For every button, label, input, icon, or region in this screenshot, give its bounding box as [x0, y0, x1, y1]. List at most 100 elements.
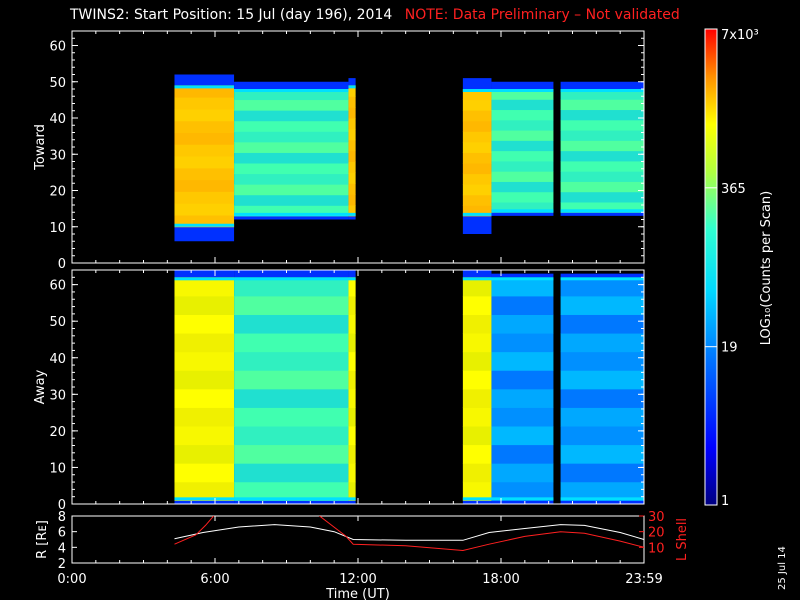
segment-cell [560, 99, 644, 111]
y-axis-label: Away [33, 369, 48, 404]
segment-cell [491, 388, 554, 408]
segment-cell [234, 370, 349, 390]
segment-cell [174, 97, 235, 110]
segment-cell [234, 314, 349, 334]
segment-cell [348, 161, 356, 173]
y-tick-label: 20 [49, 425, 66, 440]
segment-cell [174, 481, 235, 501]
date-stamp: 25 Jul 14 [777, 546, 788, 590]
x-tick-label: 0:00 [57, 572, 86, 587]
segment-cell [234, 89, 349, 101]
segment-cell [174, 444, 235, 464]
segment-cell [462, 295, 492, 315]
segment-cell [491, 463, 554, 483]
y2-axis-label: L Shell [675, 518, 690, 561]
colorbar: 1 19 365 7x10³ LOG₁₀(Counts per Scan) [704, 28, 774, 509]
segment-cell [560, 370, 644, 390]
y-tick-label: 60 [49, 279, 66, 294]
segment-cell [462, 463, 492, 483]
segment-cell [462, 120, 492, 132]
segment-cell [560, 191, 644, 203]
segment-cell [462, 314, 492, 334]
toward-panel: 0 10 20 30 40 50 60 Toward [33, 30, 645, 272]
segment-edge-top [491, 81, 554, 89]
segment-cell [560, 426, 644, 446]
segment-cell [491, 130, 554, 141]
segment-cell [348, 150, 356, 162]
segment-cell [491, 277, 554, 297]
segment-band-bottom [462, 212, 492, 216]
segment-cell [491, 89, 554, 100]
colorbar-tick-label: 7x10³ [721, 28, 759, 43]
segment-cell [560, 160, 644, 172]
x-tick-label: 6:00 [200, 572, 229, 587]
segment-cell [174, 426, 235, 446]
segment-cell [491, 150, 554, 162]
segment-cell [348, 107, 356, 119]
segment-cell [234, 131, 349, 143]
segment-cell [348, 205, 356, 217]
segment-cell [560, 109, 644, 121]
segment-edge-bottom [560, 212, 644, 216]
segment-cell [462, 277, 492, 297]
colorbar-gradient [704, 28, 718, 506]
segment-cell [348, 96, 356, 108]
panel-bg [72, 31, 644, 263]
segment-cell [234, 444, 349, 464]
segment-band-top [234, 89, 349, 92]
segment-cell [174, 370, 235, 390]
segment-cell [560, 277, 644, 297]
data-segment [560, 81, 644, 216]
data-segment [174, 270, 235, 504]
segment-edge-top [234, 270, 349, 278]
segment-cell [348, 139, 356, 152]
segment-cell [462, 173, 492, 185]
segment-cell [462, 205, 492, 217]
segment-cell [234, 333, 349, 353]
segment-cell [462, 184, 492, 196]
segment-edge-bottom [560, 500, 644, 504]
segment-edge-bottom [462, 215, 492, 234]
y-tick-label: 40 [49, 112, 66, 127]
segment-band-top [174, 277, 235, 281]
segment-cell [174, 314, 235, 334]
segment-cell [560, 181, 644, 193]
segment-cell [174, 191, 235, 204]
segment-cell [462, 163, 492, 175]
segment-cell [174, 277, 235, 297]
segment-cell [234, 194, 349, 206]
segment-cell [348, 370, 356, 390]
segment-band-bottom [491, 497, 554, 501]
segment-cell [174, 108, 235, 122]
segment-cell [234, 120, 349, 132]
segment-cell [174, 156, 235, 169]
segment-cell [348, 172, 356, 184]
segment-edge-bottom [491, 212, 554, 216]
segment-cell [174, 179, 235, 192]
segment-cell [348, 333, 356, 353]
data-segment [234, 81, 349, 220]
segment-edge-bottom [491, 500, 554, 504]
segment-cell [560, 171, 644, 182]
segment-cell [174, 120, 235, 133]
y-tick-label: 50 [49, 76, 66, 91]
segment-cell [348, 295, 356, 315]
segment-cell [560, 295, 644, 315]
data-segment [560, 273, 644, 504]
segment-cell [560, 333, 644, 353]
colorbar-label: LOG₁₀(Counts per Scan) [759, 191, 774, 346]
data-segment [462, 270, 492, 504]
segment-edge-bottom [234, 500, 349, 504]
segment-band-top [348, 277, 356, 281]
segment-cell [491, 191, 554, 203]
segment-edge-bottom [348, 215, 356, 220]
segment-edge-top [174, 270, 235, 278]
segment-cell [462, 141, 492, 153]
segment-cell [174, 333, 235, 353]
data-segment [462, 78, 492, 234]
segment-cell [491, 314, 554, 334]
segment-band-top [174, 85, 235, 89]
segment-cell [560, 314, 644, 334]
segment-band-bottom [174, 497, 235, 501]
